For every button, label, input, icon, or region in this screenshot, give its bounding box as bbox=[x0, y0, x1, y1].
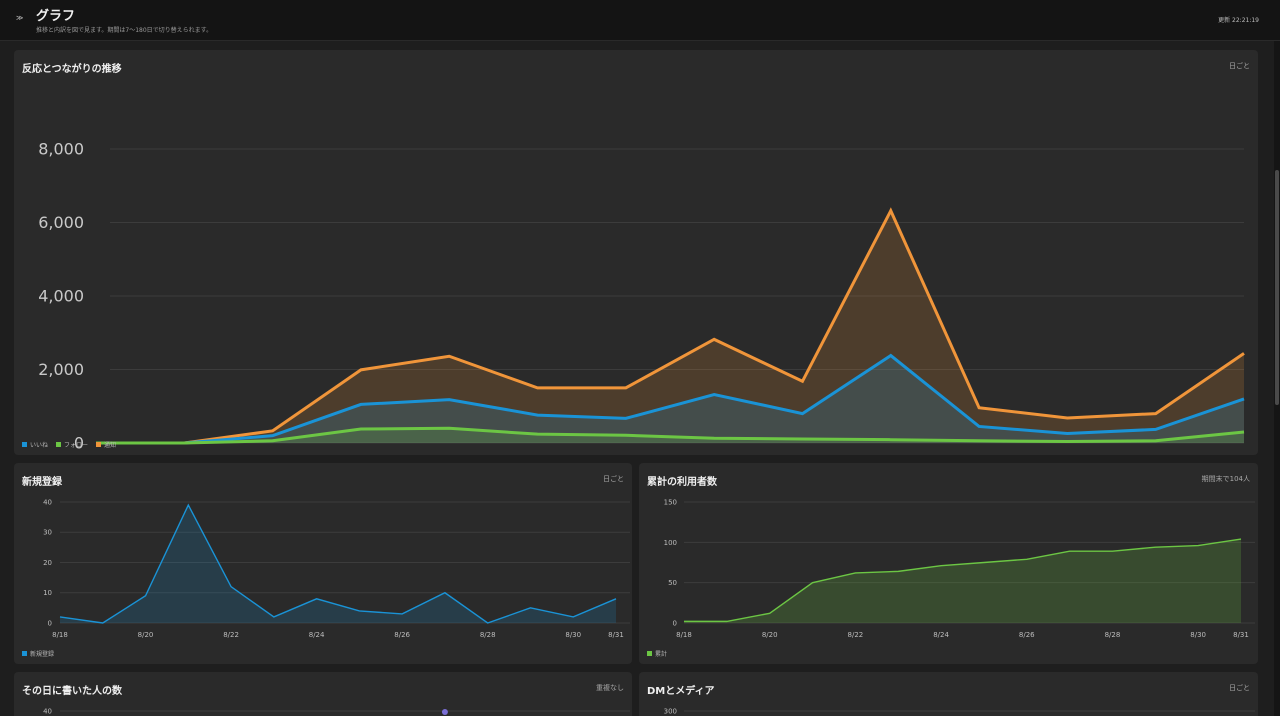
legend-label: いいね bbox=[30, 442, 49, 449]
daily-writers-chart-card: その日に書いた人の数 重複なし 40 bbox=[14, 672, 632, 716]
signups-chart: 0 10 20 30 40 8/18 8/20 8/22 8/24 8/26 8/28 8/30 8/3… bbox=[43, 498, 630, 639]
x-tick-label: 8/31 bbox=[1233, 631, 1249, 639]
y-tick-label: 40 bbox=[43, 498, 52, 506]
series-area bbox=[60, 505, 616, 623]
series-area bbox=[684, 539, 1241, 623]
series-line bbox=[684, 538, 1242, 623]
legend-item[interactable]: 通知 bbox=[96, 440, 116, 449]
x-tick-label: 8/26 bbox=[394, 631, 410, 639]
series-area bbox=[96, 428, 1244, 443]
x-tick-label: 8/20 bbox=[138, 631, 154, 639]
series-line bbox=[96, 207, 1245, 445]
card-period-label[interactable]: 日ごと bbox=[1229, 684, 1250, 692]
series-line bbox=[96, 353, 1245, 445]
y-tick-label: 8,000 bbox=[38, 140, 84, 159]
page-title: グラフ bbox=[36, 9, 76, 24]
legend-item[interactable]: 新規登録 bbox=[22, 649, 54, 658]
y-tick-label: 0 bbox=[673, 619, 677, 627]
y-tick-label: 30 bbox=[43, 529, 52, 537]
y-tick-label: 6,000 bbox=[38, 213, 84, 232]
series-line bbox=[96, 426, 1245, 445]
x-tick-label: 8/18 bbox=[676, 631, 692, 639]
chart-legend: いいね フォロー 通知 bbox=[22, 440, 116, 449]
legend-swatch bbox=[647, 651, 652, 656]
x-tick-label: 8/30 bbox=[565, 631, 581, 639]
y-tick-label: 40 bbox=[43, 707, 52, 715]
card-title: 累計の利用者数 bbox=[647, 477, 717, 488]
x-tick-label: 8/26 bbox=[1019, 631, 1035, 639]
card-period-label[interactable]: 日ごと bbox=[603, 475, 624, 483]
engagement-chart: 02,0004,0006,0008,0008/188/208/228/248/2… bbox=[38, 140, 1245, 453]
chart-legend: 累計 bbox=[647, 649, 667, 658]
x-tick-label: 8/31 bbox=[608, 631, 624, 639]
legend-label: 通知 bbox=[104, 442, 117, 449]
legend-item[interactable]: 累計 bbox=[647, 649, 667, 658]
data-point bbox=[441, 709, 448, 715]
legend-item[interactable]: フォロー bbox=[56, 440, 88, 449]
y-tick-label: 20 bbox=[43, 559, 52, 567]
x-tick-label: 8/28 bbox=[1105, 631, 1121, 639]
legend-swatch bbox=[22, 442, 27, 447]
daily-writers-chart: 40 bbox=[43, 707, 630, 715]
engagement-chart-card: 反応とつながりの推移 日ごと 02,0004,0006,0008,0008/18… bbox=[14, 50, 1258, 455]
dm-media-chart: 300 bbox=[664, 707, 1255, 715]
expand-menu-icon[interactable]: ≫ bbox=[16, 14, 24, 22]
updated-timestamp: 更新 22:21:19 bbox=[1218, 17, 1259, 24]
y-tick-label: 100 bbox=[664, 539, 677, 547]
y-tick-label: 300 bbox=[664, 707, 677, 715]
x-tick-label: 8/18 bbox=[52, 631, 68, 639]
x-tick-label: 8/20 bbox=[762, 631, 778, 639]
y-tick-label: 2,000 bbox=[38, 360, 84, 379]
card-title: DMとメディア bbox=[647, 686, 715, 697]
legend-swatch bbox=[96, 442, 102, 447]
signups-chart-card: 新規登録 日ごと 0 10 20 30 40 8/18 8/20 8/22 8/24 8/26 8/… bbox=[14, 463, 632, 664]
legend-label: 累計 bbox=[655, 651, 668, 658]
x-tick-label: 8/30 bbox=[1190, 631, 1206, 639]
chart-legend: 新規登録 bbox=[22, 649, 54, 658]
card-period-label: 期間末で104人 bbox=[1201, 475, 1250, 483]
cumulative-users-chart: 0 50 100 150 8/18 8/20 8/22 8/24 8/26 8/28 8/30 8/3… bbox=[664, 498, 1255, 639]
card-title: 新規登録 bbox=[22, 477, 62, 488]
x-tick-label: 8/22 bbox=[848, 631, 864, 639]
x-tick-label: 8/24 bbox=[933, 631, 949, 639]
legend-label: 新規登録 bbox=[30, 651, 55, 658]
card-period-label[interactable]: 日ごと bbox=[1229, 62, 1250, 70]
x-tick-label: 8/22 bbox=[223, 631, 239, 639]
card-title: その日に書いた人の数 bbox=[22, 686, 122, 697]
legend-swatch bbox=[56, 442, 62, 447]
y-tick-label: 10 bbox=[43, 589, 52, 597]
top-bar: ≫ グラフ 推移と内訳を図で見ます。期間は7〜180日で切り替えられます。 更新… bbox=[0, 0, 1280, 41]
legend-item[interactable]: いいね bbox=[22, 440, 48, 449]
x-tick-label: 8/28 bbox=[480, 631, 496, 639]
y-tick-label: 4,000 bbox=[38, 287, 84, 306]
dm-media-chart-card: DMとメディア 日ごと 300 bbox=[639, 672, 1258, 716]
y-tick-label: 50 bbox=[668, 579, 677, 587]
legend-label: フォロー bbox=[64, 442, 89, 449]
y-tick-label: 0 bbox=[74, 434, 84, 453]
y-tick-label: 150 bbox=[664, 498, 677, 506]
cumulative-users-chart-card: 累計の利用者数 期間末で104人 0 50 100 150 8/18 8/20 8/22 8/… bbox=[639, 463, 1258, 664]
legend-swatch bbox=[22, 651, 27, 656]
card-period-label: 重複なし bbox=[596, 684, 624, 692]
series-area bbox=[96, 355, 1244, 443]
series-area bbox=[96, 210, 1244, 443]
x-tick-label: 8/24 bbox=[309, 631, 325, 639]
scrollbar-thumb[interactable] bbox=[1275, 170, 1279, 405]
y-tick-label: 0 bbox=[48, 619, 52, 627]
page-subtitle: 推移と内訳を図で見ます。期間は7〜180日で切り替えられます。 bbox=[36, 27, 213, 34]
card-title: 反応とつながりの推移 bbox=[22, 64, 122, 75]
series-line bbox=[59, 503, 617, 624]
